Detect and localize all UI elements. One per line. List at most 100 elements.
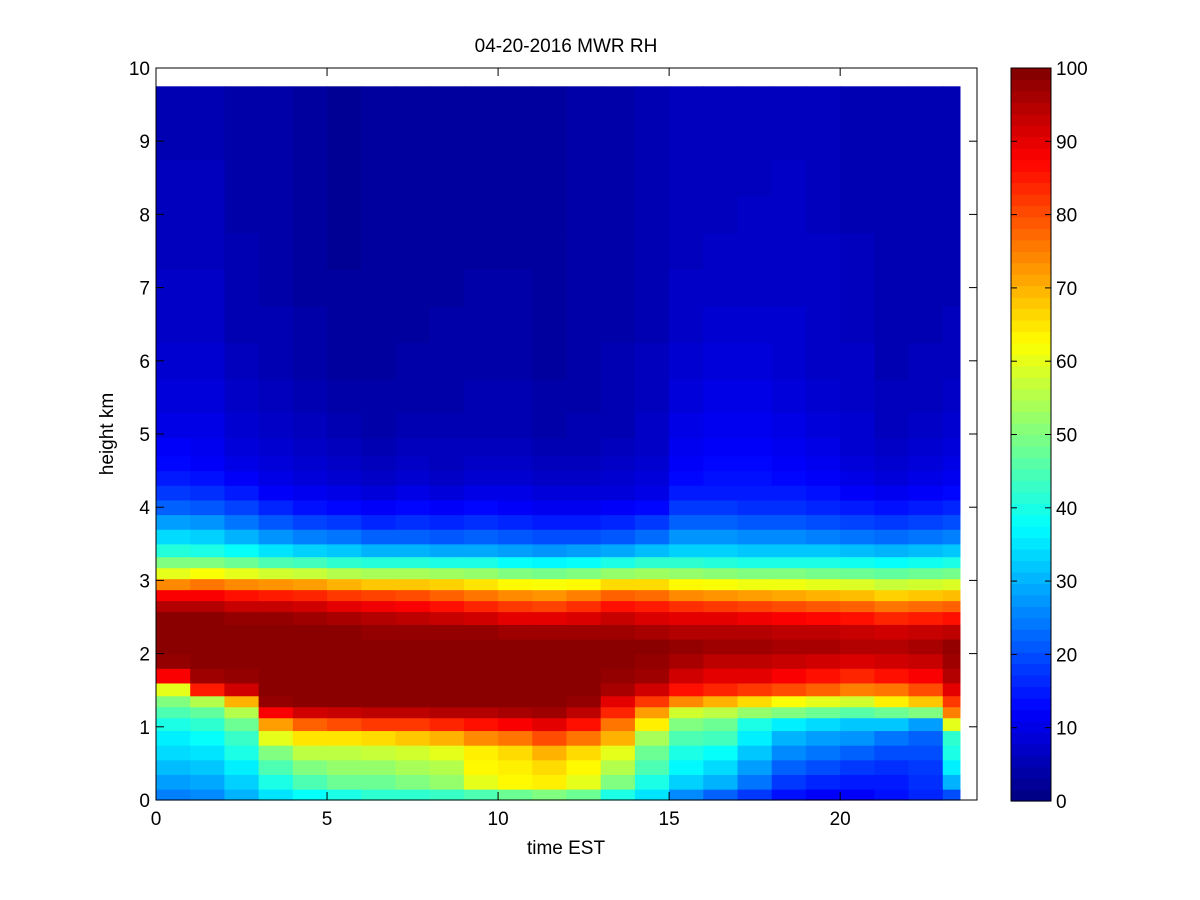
heatmap-cell	[805, 589, 841, 602]
heatmap-cell	[498, 624, 533, 640]
heatmap-cell	[292, 437, 328, 457]
heatmap-cell	[703, 159, 739, 197]
heatmap-cell	[395, 611, 431, 625]
heatmap-cell	[327, 730, 362, 746]
heatmap-cell	[737, 789, 773, 801]
heatmap-cell	[190, 196, 226, 234]
colorbar-swatch	[1011, 629, 1051, 642]
heatmap-cell	[703, 543, 739, 558]
heatmap-cell	[190, 567, 226, 580]
heatmap-cell	[429, 196, 465, 234]
heatmap-cell	[224, 695, 260, 708]
heatmap-cell	[395, 342, 431, 380]
colorbar-swatch	[1011, 491, 1051, 504]
heatmap-cell	[600, 470, 636, 486]
heatmap-cell	[634, 499, 670, 516]
heatmap-cell	[703, 342, 739, 380]
heatmap-cell	[771, 514, 807, 530]
heatmap-cell	[634, 342, 670, 380]
heatmap-cell	[669, 578, 704, 591]
heatmap-cell	[361, 717, 397, 732]
heatmap-cell	[908, 611, 944, 625]
colorbar-swatch	[1011, 755, 1051, 768]
heatmap-cell	[771, 653, 807, 669]
heatmap-cell	[532, 717, 568, 732]
heatmap-cell	[669, 611, 704, 625]
heatmap-cell	[805, 122, 841, 161]
heatmap-cell	[805, 611, 841, 625]
heatmap-cell	[224, 196, 260, 234]
colorbar-swatch	[1011, 319, 1051, 333]
heatmap-cell	[190, 638, 226, 655]
colorbar-swatch	[1011, 560, 1051, 573]
heatmap-cell	[190, 745, 226, 761]
heatmap-cell	[805, 86, 841, 124]
heatmap-cell	[840, 305, 875, 344]
heatmap-cell	[840, 611, 875, 625]
heatmap-cell	[258, 269, 294, 307]
heatmap-cell	[190, 706, 226, 719]
heatmap-cell	[395, 159, 431, 197]
heatmap-cell	[463, 600, 499, 613]
heatmap-cell	[771, 269, 807, 307]
heatmap-cell	[463, 342, 499, 380]
heatmap-cell	[908, 159, 944, 197]
heatmap-cell	[463, 232, 499, 270]
heatmap-cell	[224, 638, 260, 655]
colorbar-swatch	[1011, 90, 1051, 103]
heatmap-cell	[190, 305, 226, 344]
colorbar-swatch	[1011, 193, 1051, 207]
heatmap-cell	[292, 470, 328, 486]
heatmap-cell	[840, 567, 875, 580]
heatmap-cell	[942, 611, 961, 625]
heatmap-cell	[532, 379, 568, 413]
heatmap-cell	[292, 600, 328, 613]
heatmap-cell	[942, 624, 961, 640]
heatmap-cell	[532, 653, 568, 669]
heatmap-cell	[737, 774, 773, 790]
heatmap-cell	[908, 412, 944, 439]
colorbar-swatch	[1011, 709, 1051, 722]
heatmap-cell	[156, 514, 191, 530]
heatmap-cell	[258, 499, 294, 516]
heatmap-cell	[600, 485, 636, 501]
heatmap-cell	[463, 379, 499, 413]
heatmap-cell	[190, 653, 226, 669]
heatmap-cell	[737, 706, 773, 719]
colorbar-swatch	[1011, 205, 1051, 218]
heatmap-cell	[224, 682, 260, 697]
chart-title: 04-20-2016 MWR RH	[475, 36, 658, 57]
heatmap-cell	[634, 578, 670, 591]
heatmap-cell	[292, 196, 328, 234]
heatmap-cell	[327, 611, 362, 625]
heatmap-cell	[874, 668, 910, 684]
heatmap-cell	[224, 379, 260, 413]
colorbar-swatch	[1011, 778, 1051, 791]
heatmap-cell	[634, 600, 670, 613]
heatmap-cell	[874, 196, 910, 234]
heatmap-cell	[840, 759, 875, 775]
heatmap-cell	[258, 556, 294, 569]
heatmap-cell	[395, 759, 431, 775]
heatmap-cell	[771, 730, 807, 746]
heatmap-cell	[292, 122, 328, 161]
heatmap-cell	[224, 578, 260, 591]
heatmap-cell	[429, 578, 465, 591]
heatmap-cell	[703, 695, 739, 708]
heatmap-cell	[737, 196, 773, 234]
y-axis-label: height km	[97, 393, 118, 475]
colorbar-tick-label: 0	[1056, 792, 1067, 813]
heatmap-cell	[224, 305, 260, 344]
heatmap-cell	[498, 305, 533, 344]
heatmap-cell	[361, 269, 397, 307]
heatmap-cell	[327, 745, 362, 761]
heatmap-cell	[840, 514, 875, 530]
heatmap-cell	[498, 717, 533, 732]
heatmap-cell	[840, 412, 875, 439]
heatmap-cell	[771, 578, 807, 591]
colorbar-swatch	[1011, 434, 1051, 447]
heatmap-cell	[669, 789, 704, 801]
heatmap-cell	[327, 529, 362, 545]
colorbar-swatch	[1011, 549, 1051, 562]
heatmap-cell	[771, 499, 807, 516]
